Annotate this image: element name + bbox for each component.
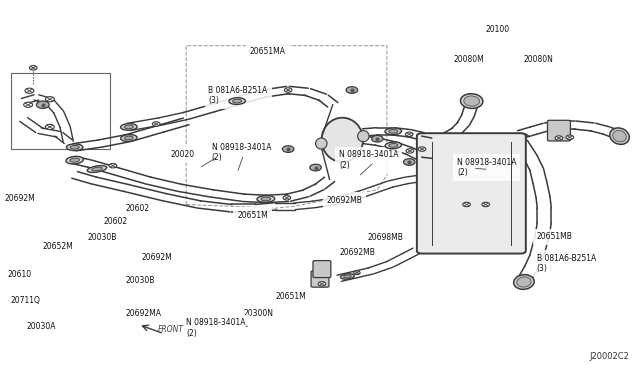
Circle shape [152,122,160,126]
Text: 20651M: 20651M [275,292,306,301]
Text: 20610: 20610 [8,270,32,279]
Circle shape [566,135,573,140]
Text: N 08918-3401A
(2): N 08918-3401A (2) [186,318,246,338]
Text: N 08918-3401A
(2): N 08918-3401A (2) [212,143,271,163]
Circle shape [284,88,292,92]
Ellipse shape [70,158,79,162]
Circle shape [403,159,415,165]
Circle shape [482,202,490,207]
Ellipse shape [340,274,355,279]
Circle shape [405,132,413,137]
Circle shape [354,271,360,275]
Circle shape [24,102,33,108]
Ellipse shape [120,124,137,130]
Circle shape [555,136,563,140]
Circle shape [109,163,116,168]
Circle shape [282,146,294,153]
Text: 20651MA: 20651MA [250,47,286,56]
Ellipse shape [232,99,242,103]
FancyBboxPatch shape [547,120,570,141]
Ellipse shape [385,128,401,135]
Ellipse shape [120,135,137,141]
Ellipse shape [257,196,275,202]
Text: 20300N: 20300N [244,309,273,318]
Text: 20692M: 20692M [4,195,35,203]
Text: B 081A6-B251A
(3): B 081A6-B251A (3) [209,86,268,105]
Circle shape [463,202,470,207]
Ellipse shape [321,118,363,162]
Ellipse shape [124,125,133,129]
Text: N 08918-3401A
(2): N 08918-3401A (2) [457,158,516,177]
Ellipse shape [316,138,327,149]
Circle shape [418,147,426,151]
Text: 20100: 20100 [486,25,510,33]
Text: FRONT: FRONT [157,325,184,334]
Ellipse shape [514,275,534,289]
Ellipse shape [92,167,102,171]
Ellipse shape [385,142,401,149]
Ellipse shape [358,131,369,142]
Text: B 081A6-B251A
(3): B 081A6-B251A (3) [537,254,596,273]
Ellipse shape [124,136,133,140]
Circle shape [372,135,383,142]
Text: 20080N: 20080N [524,55,554,64]
Text: 20602: 20602 [125,203,150,213]
Ellipse shape [87,166,107,173]
Ellipse shape [516,277,531,287]
Circle shape [45,124,54,129]
Ellipse shape [344,275,351,278]
Text: 20692MB: 20692MB [339,248,375,257]
Ellipse shape [261,197,271,201]
Ellipse shape [464,96,479,106]
Ellipse shape [388,129,398,133]
Ellipse shape [388,144,398,147]
Ellipse shape [66,156,83,164]
Text: 20030B: 20030B [125,276,155,285]
Text: 20692MA: 20692MA [125,309,162,318]
Text: 20651M: 20651M [237,211,268,220]
Ellipse shape [612,131,627,142]
Text: N 08918-3401A
(2): N 08918-3401A (2) [339,150,399,170]
Circle shape [45,97,54,102]
Text: 20652M: 20652M [43,243,74,251]
Circle shape [29,65,37,70]
Ellipse shape [67,144,83,151]
FancyBboxPatch shape [417,133,526,254]
Circle shape [25,88,34,93]
FancyBboxPatch shape [311,271,329,287]
Ellipse shape [460,94,483,108]
Text: 20030A: 20030A [27,322,56,331]
Text: 20030B: 20030B [88,233,116,242]
Text: 20080M: 20080M [454,55,484,64]
Text: 20020: 20020 [170,150,195,159]
Text: 20692M: 20692M [141,253,172,263]
Circle shape [283,196,291,200]
Circle shape [346,87,358,93]
Circle shape [36,101,49,109]
Text: 20698MB: 20698MB [368,233,404,242]
Circle shape [318,282,326,286]
Circle shape [406,149,413,153]
Text: 20692MB: 20692MB [326,196,362,205]
Text: J20002C2: J20002C2 [589,352,629,361]
Ellipse shape [70,145,79,149]
FancyBboxPatch shape [313,260,331,278]
Bar [11,73,109,149]
Text: 20602: 20602 [103,217,127,225]
Text: 20651MB: 20651MB [537,232,573,241]
Text: 20711Q: 20711Q [11,296,41,305]
Ellipse shape [610,128,629,144]
Circle shape [310,164,321,171]
Ellipse shape [229,98,245,105]
